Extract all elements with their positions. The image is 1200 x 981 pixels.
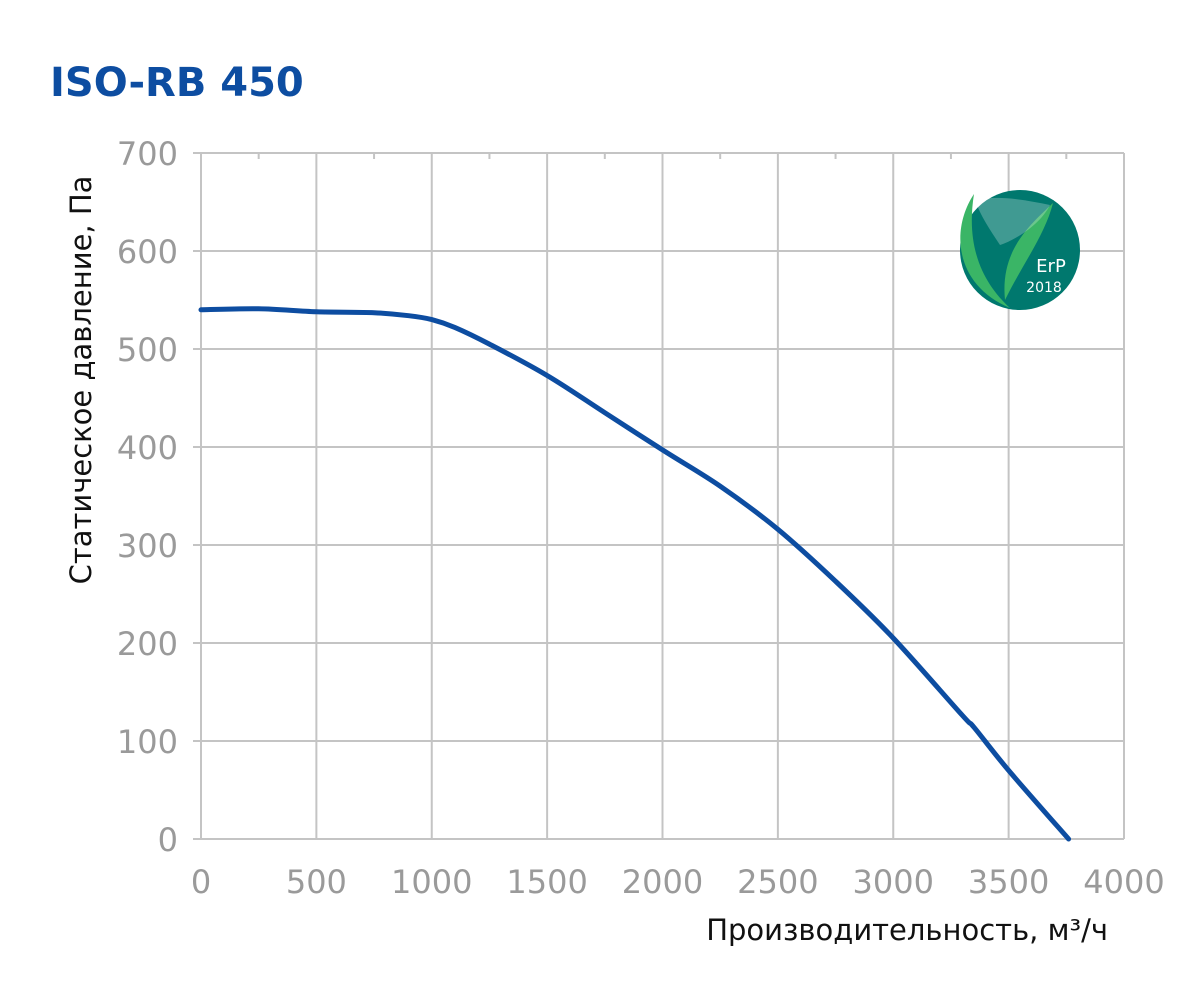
y-tick-label: 100 <box>117 723 178 761</box>
x-axis-label: Производительность, м³/ч <box>706 913 1108 947</box>
erp-2018-badge: ErP 2018 <box>960 190 1080 310</box>
y-tick-label: 0 <box>158 821 178 859</box>
x-tick-label: 1500 <box>506 863 587 901</box>
y-tick-labels: 0 100 200 300 400 500 600 700 <box>117 135 178 859</box>
x-tick-label: 3000 <box>853 863 934 901</box>
y-tick-label: 300 <box>117 527 178 565</box>
chart-title: ISO-RB 450 <box>50 60 304 106</box>
x-tick-label: 2500 <box>737 863 818 901</box>
x-tick-label: 0 <box>191 863 211 901</box>
y-tick-label: 600 <box>117 233 178 271</box>
x-tick-label: 1000 <box>391 863 472 901</box>
y-tick-label: 500 <box>117 331 178 369</box>
y-tick-label: 700 <box>117 135 178 173</box>
x-tick-label: 3500 <box>968 863 1049 901</box>
x-tick-labels: 0 500 1000 1500 2000 2500 3000 3500 4000 <box>191 863 1165 901</box>
y-tick-label: 400 <box>117 429 178 467</box>
leaf-icon <box>960 194 1053 308</box>
x-tick-label: 500 <box>286 863 347 901</box>
pressure-curve <box>198 306 1072 842</box>
badge-label-erp: ErP <box>1036 256 1066 277</box>
x-tick-label: 4000 <box>1083 863 1164 901</box>
badge-label-year: 2018 <box>1026 280 1062 296</box>
x-tick-label: 2000 <box>622 863 703 901</box>
y-axis-label: Статическое давление, Па <box>64 176 98 585</box>
y-tick-label: 200 <box>117 625 178 663</box>
